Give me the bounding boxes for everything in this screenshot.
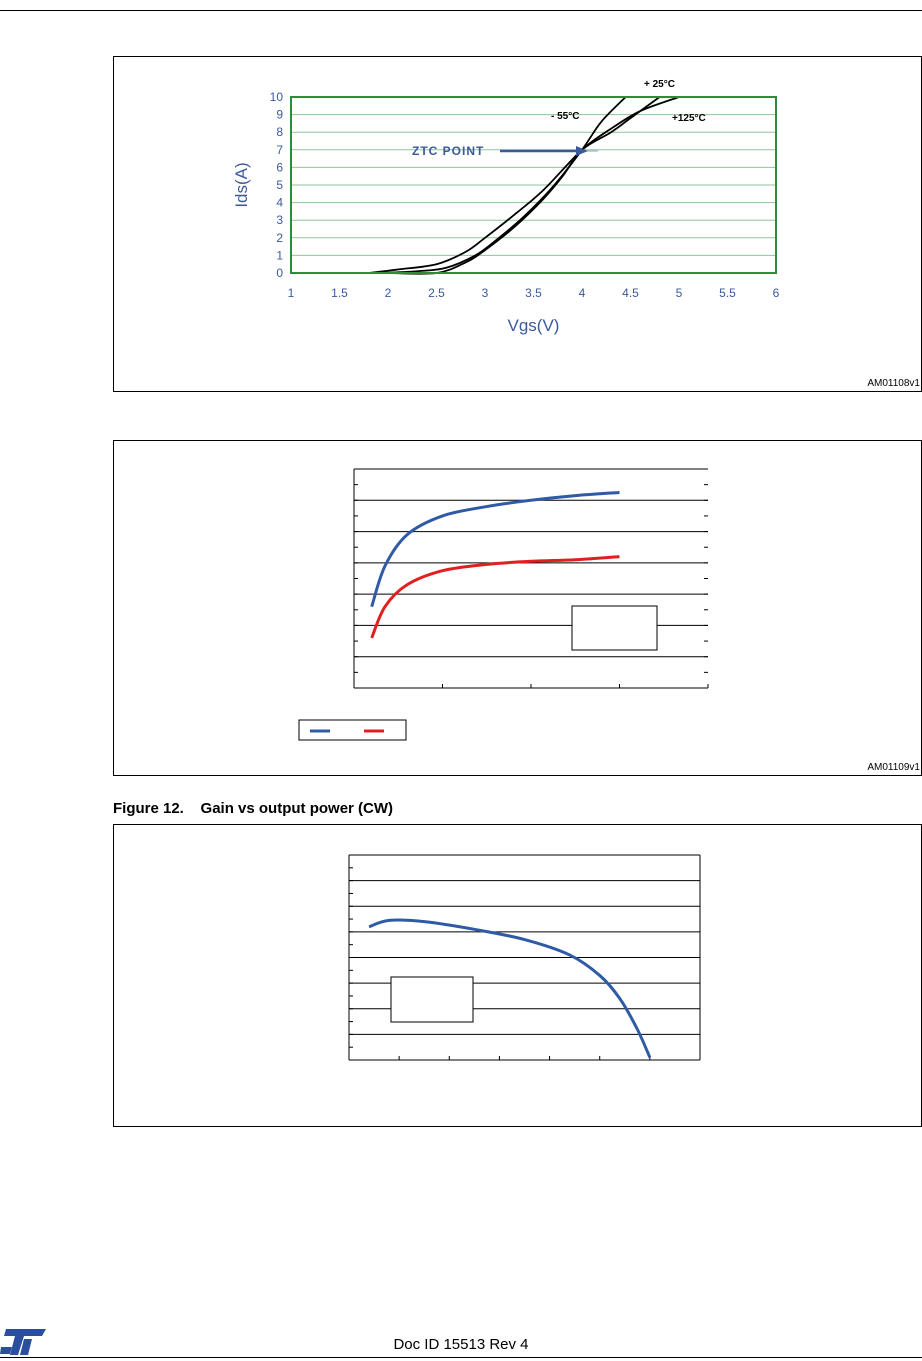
figure-12 xyxy=(113,824,922,1127)
y-tick-label: 1 xyxy=(276,248,283,262)
figure-id: AM01108v1 xyxy=(867,378,920,389)
ztc-point-label: ZTC POINT xyxy=(412,144,484,158)
x-tick-label: 1.5 xyxy=(331,286,348,300)
chart-annotation-box xyxy=(571,605,658,651)
legend-box xyxy=(298,719,407,741)
y-tick-label: 7 xyxy=(276,143,283,157)
figure-id: AM01109v1 xyxy=(867,762,920,773)
label-minus55c: - 55°C xyxy=(551,111,579,122)
ztc-arrow-head xyxy=(576,146,588,156)
y-tick-label: 2 xyxy=(276,231,283,245)
x-tick-label: 1 xyxy=(288,286,295,300)
x-tick-label: 5 xyxy=(676,286,683,300)
figure12-number: Figure 12. xyxy=(113,800,184,817)
x-tick-label: 6 xyxy=(773,286,780,300)
x-tick-label: 3 xyxy=(482,286,489,300)
y-tick-label: 5 xyxy=(276,178,283,192)
y-tick-label: 10 xyxy=(270,90,284,104)
figure12-title: Gain vs output power (CW) xyxy=(200,800,394,817)
x-tick-label: 2.5 xyxy=(428,286,445,300)
y-tick-label: 9 xyxy=(276,108,283,122)
plot-area-frame xyxy=(290,96,777,274)
x-axis-label: Vgs(V) xyxy=(508,316,560,335)
x-tick-label: 3.5 xyxy=(525,286,542,300)
x-tick-label: 2 xyxy=(385,286,392,300)
series-line-2 xyxy=(387,96,661,275)
gain-vs-pout-chart xyxy=(348,854,701,1061)
header-rule xyxy=(0,10,922,11)
y-tick-label: 4 xyxy=(276,196,283,210)
y-tick-label: 6 xyxy=(276,160,283,174)
label-125c: +125°C xyxy=(672,113,706,124)
x-tick-label: 5.5 xyxy=(719,286,736,300)
label-25c: + 25°C xyxy=(644,79,675,90)
series-line-1 xyxy=(370,555,620,639)
x-tick-label: 4 xyxy=(579,286,586,300)
figure12-caption: Figure 12. Gain vs output power (CW) xyxy=(113,800,393,817)
series-line-0 xyxy=(368,918,652,1059)
figure-ids-vs-vgs: 0 1 2 3 4 5 6 7 8 9 10 1 1.5 2 2.5 3 3.5 4 4.5 5 5.5 6 Ids(A)… xyxy=(113,56,922,392)
x-tick-label: 4.5 xyxy=(622,286,639,300)
chart-annotation-box xyxy=(390,976,474,1023)
y-axis-label: Ids(A) xyxy=(232,162,251,207)
footer-doc-id: Doc ID 15513 Rev 4 xyxy=(393,1336,529,1353)
figure-11: AM01109v1 xyxy=(113,440,922,776)
y-tick-label: 0 xyxy=(276,266,283,280)
footer-rule xyxy=(0,1357,922,1358)
figure11-chart xyxy=(298,468,709,741)
series-line-0 xyxy=(368,96,680,274)
series-line-0 xyxy=(370,490,620,608)
series-line-1 xyxy=(378,96,627,274)
y-tick-label: 8 xyxy=(276,125,283,139)
y-tick-label: 3 xyxy=(276,213,283,227)
st-logo-icon xyxy=(0,1329,46,1355)
